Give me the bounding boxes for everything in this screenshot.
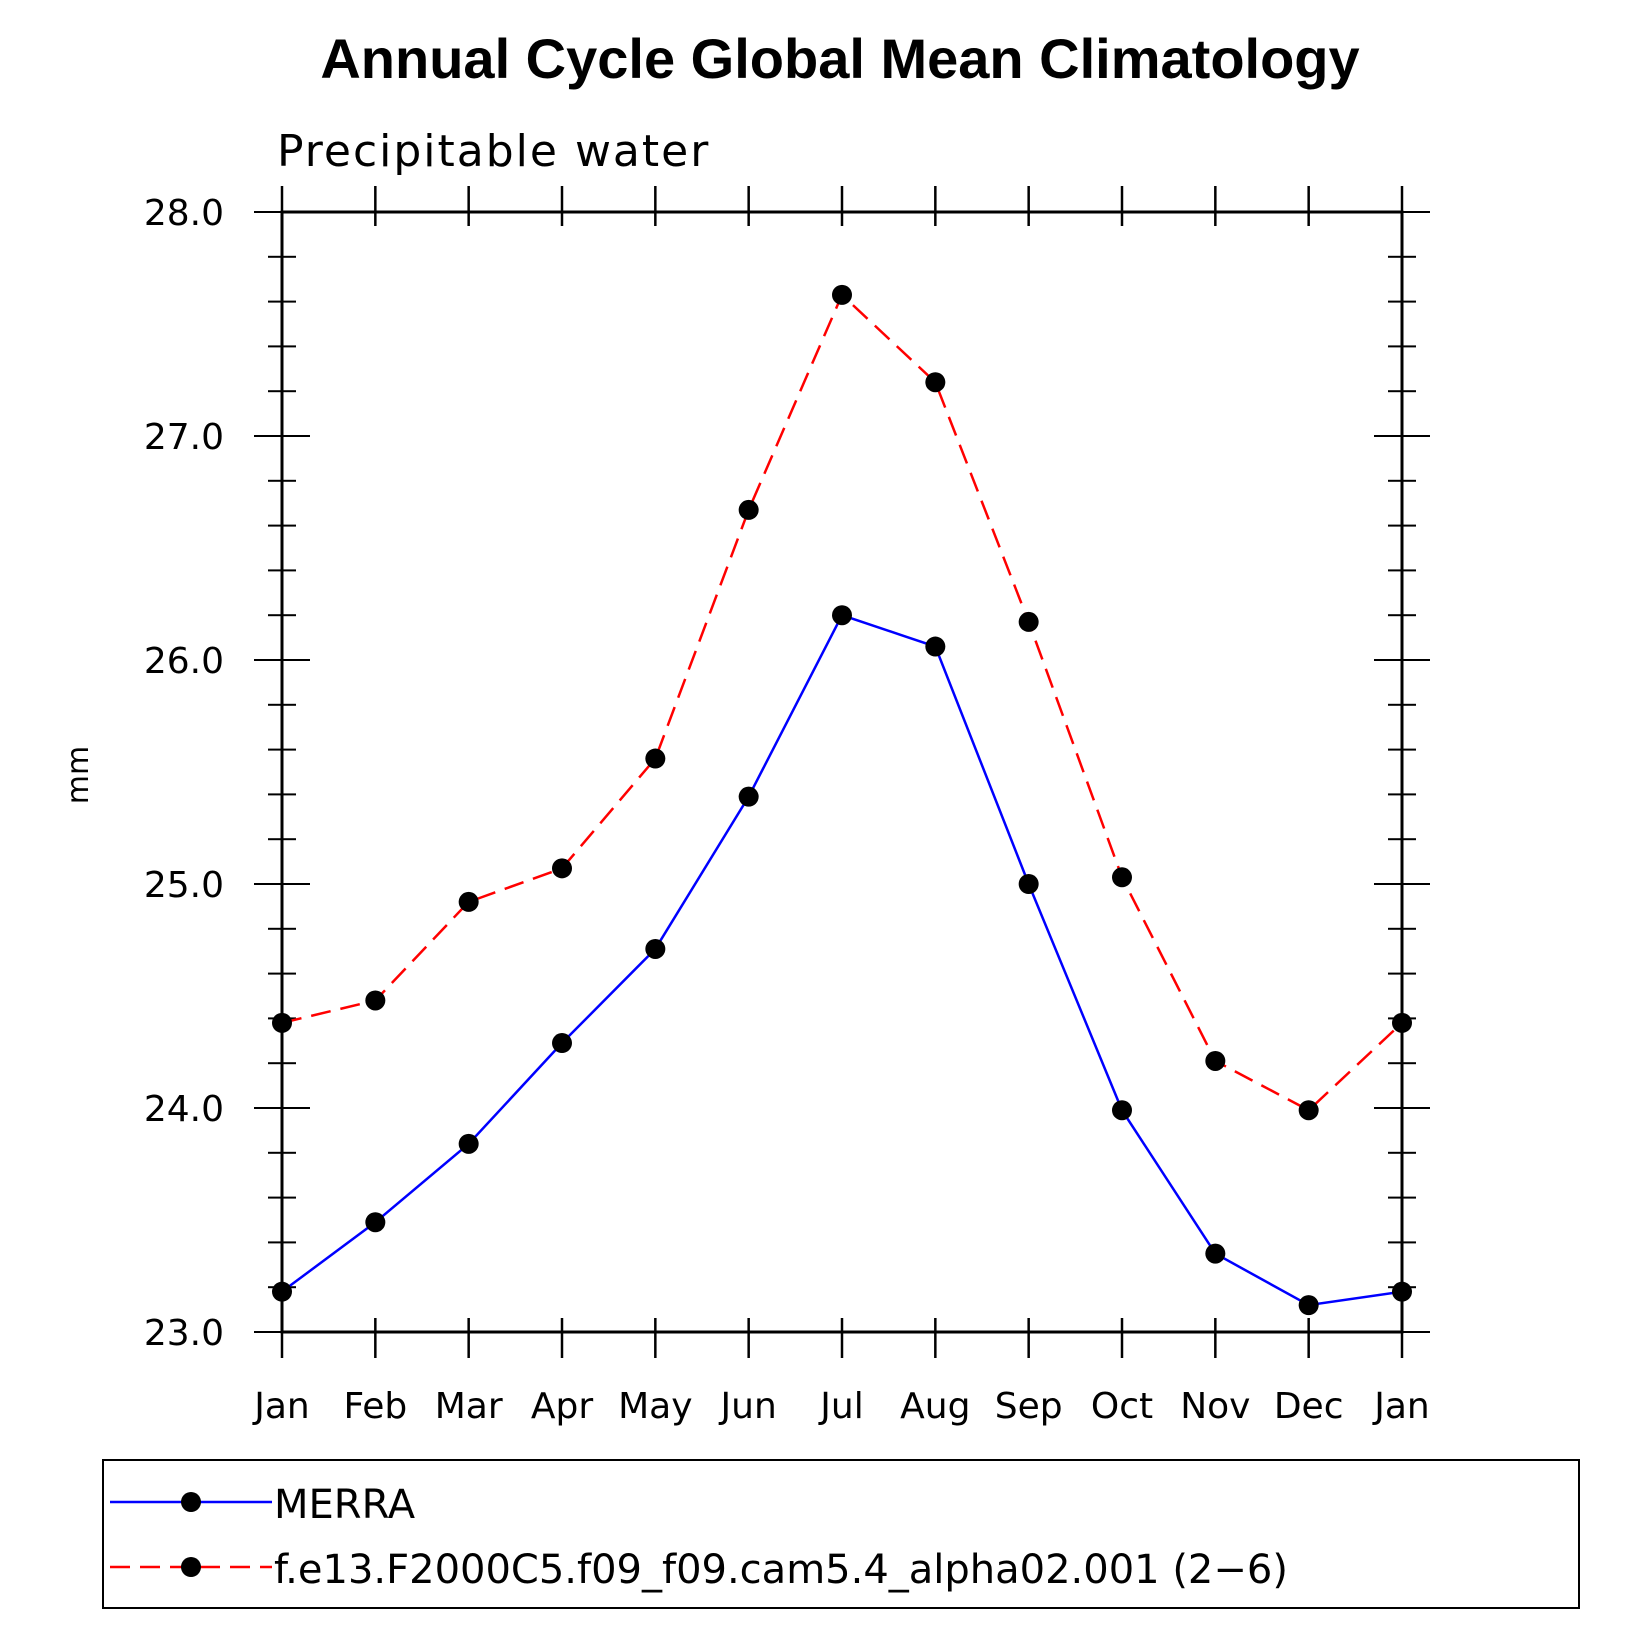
y-tick-labels: 23.0 24.0 25.0 26.0 27.0 28.0 bbox=[144, 193, 224, 1354]
x-tick-label: Oct bbox=[1091, 1386, 1153, 1427]
data-point-s0-9 bbox=[1112, 1100, 1132, 1121]
data-point-s0-2 bbox=[458, 1133, 479, 1154]
x-tick-label: Mar bbox=[435, 1386, 503, 1427]
series-line-1 bbox=[281, 292, 1403, 1112]
data-point-s0-5 bbox=[738, 786, 759, 807]
axis-ticks bbox=[254, 186, 1430, 1358]
y-tick-label: 26.0 bbox=[144, 641, 224, 682]
x-tick-label: May bbox=[618, 1386, 692, 1427]
data-point-s0-8 bbox=[1018, 874, 1039, 894]
data-point-s1-3 bbox=[552, 858, 572, 879]
legend-frame bbox=[102, 1459, 1580, 1609]
data-point-s1-9 bbox=[1112, 867, 1132, 888]
data-point-s1-10 bbox=[1205, 1050, 1226, 1071]
legend-label-merra: MERRA bbox=[274, 1482, 416, 1528]
x-tick-label: Jul bbox=[818, 1386, 863, 1427]
x-tick-label: Nov bbox=[1180, 1386, 1250, 1427]
legend-marker-model bbox=[181, 1557, 201, 1577]
y-tick-label: 24.0 bbox=[144, 1089, 224, 1130]
data-point-s1-4 bbox=[645, 748, 666, 769]
chart-title: Annual Cycle Global Mean Climatology bbox=[320, 27, 1359, 90]
data-point-s0-7 bbox=[925, 636, 946, 657]
data-point-s1-5 bbox=[738, 499, 759, 520]
x-tick-label: Jun bbox=[719, 1386, 777, 1427]
legend-marker-merra bbox=[181, 1492, 201, 1512]
y-tick-label: 27.0 bbox=[144, 417, 224, 458]
x-tick-label: Jan bbox=[1372, 1386, 1430, 1427]
data-point-s1-2 bbox=[458, 891, 479, 912]
y-tick-label: 28.0 bbox=[144, 193, 224, 234]
data-point-s1-1 bbox=[365, 990, 386, 1011]
y-tick-label: 23.0 bbox=[144, 1313, 224, 1354]
x-tick-label: Aug bbox=[900, 1386, 970, 1427]
x-tick-label: Dec bbox=[1274, 1386, 1344, 1427]
series-layer bbox=[272, 284, 1412, 1316]
x-tick-labels: Jan Feb Mar Apr May Jun Jul Aug Sep Oct Nov Dec Jan bbox=[252, 1386, 1430, 1427]
data-point-s1-7 bbox=[925, 372, 946, 393]
x-tick-label: Sep bbox=[995, 1386, 1063, 1427]
x-tick-label: Jan bbox=[252, 1386, 310, 1427]
y-axis-label: mm bbox=[61, 746, 96, 804]
series-line-0 bbox=[281, 613, 1403, 1307]
data-point-s0-6 bbox=[832, 605, 852, 626]
data-point-s0-3 bbox=[552, 1033, 572, 1054]
data-point-s0-11 bbox=[1298, 1295, 1319, 1316]
plot-frame bbox=[280, 210, 1404, 1334]
data-point-s1-8 bbox=[1018, 611, 1039, 632]
legend-label-model: f.e13.F2000C5.f09_f09.cam5.4_alpha02.001… bbox=[274, 1547, 1288, 1593]
data-point-s1-11 bbox=[1298, 1100, 1319, 1121]
chart-subtitle: Precipitable water bbox=[277, 126, 710, 177]
data-point-s0-4 bbox=[645, 938, 666, 959]
data-point-s0-1 bbox=[365, 1212, 386, 1233]
y-tick-label: 25.0 bbox=[144, 865, 224, 906]
x-tick-label: Feb bbox=[343, 1386, 407, 1427]
data-point-s1-6 bbox=[832, 284, 852, 305]
data-point-s0-10 bbox=[1205, 1243, 1226, 1264]
x-tick-label: Apr bbox=[531, 1386, 593, 1427]
legend: MERRA f.e13.F2000C5.f09_f09.cam5.4_alpha… bbox=[102, 1459, 1580, 1609]
